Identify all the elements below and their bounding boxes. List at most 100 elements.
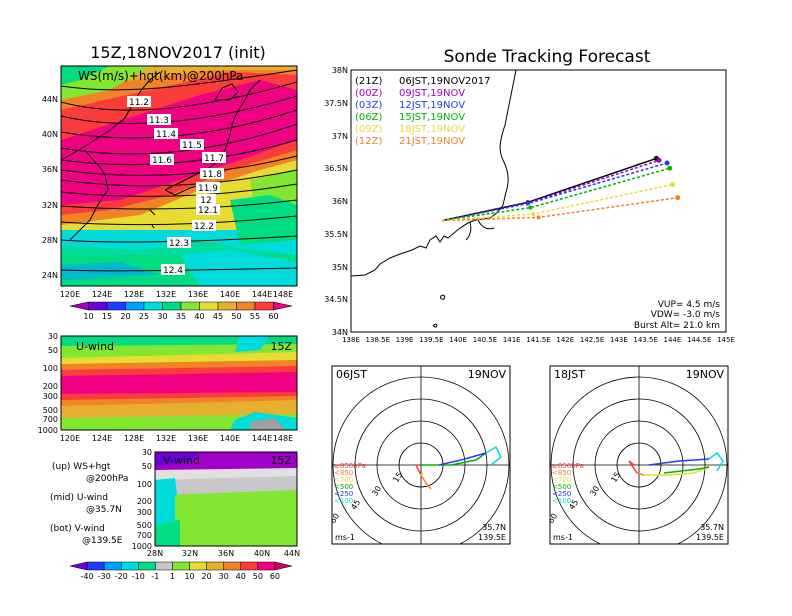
lat-label: 34N xyxy=(332,328,348,337)
contour-label: 11.2 xyxy=(129,98,149,108)
lon-label: 144E xyxy=(252,290,272,299)
lon-label: 132E xyxy=(156,434,176,443)
contour-label: 12 xyxy=(200,196,211,206)
lat-label: 35.5N xyxy=(324,230,348,239)
lat-label: 44N xyxy=(42,95,58,104)
colorbar-swatch xyxy=(162,301,182,311)
colorbar-label: 50 xyxy=(253,572,263,581)
panel-legend: (up) WS+hgt @200hPa (mid) U-wind @35.7N … xyxy=(50,462,128,546)
vdw-value: VDW= -3.0 m/s xyxy=(651,310,721,320)
lon-label: 120E xyxy=(60,434,80,443)
wind-unit: ms-1 xyxy=(553,533,573,542)
uwind-lon-labels: 120E 124E 128E 132E 136E 140E 144E 148E xyxy=(60,434,293,443)
legend-bot-b: @139.5E xyxy=(82,536,123,546)
right-title: Sonde Tracking Forecast xyxy=(444,47,651,67)
level-label: 1000 xyxy=(38,426,58,435)
level-legend: <500 xyxy=(334,483,353,491)
tracking-series xyxy=(441,155,681,222)
burst-point xyxy=(525,201,530,206)
lon-label: 148E xyxy=(273,290,293,299)
ring-label: 60 xyxy=(546,512,559,525)
legend-up-b: @200hPa xyxy=(86,474,128,484)
vup-value: VUP= 4.5 m/s xyxy=(658,300,721,310)
wind-trace xyxy=(663,466,710,474)
burst-point xyxy=(528,205,533,210)
colorbar-label: -40 xyxy=(81,572,94,581)
lat-label: 37.5N xyxy=(324,99,348,108)
wind-trace xyxy=(636,472,645,476)
tracking-lat-labels: 38N 37.5N 37N 36.5N 36N 35.5N 35N 34.5N … xyxy=(324,66,348,337)
colorbar-swatch xyxy=(69,561,88,571)
lon-label: 136E xyxy=(188,290,208,299)
lat-label: 24N xyxy=(42,271,58,280)
colorbar-swatch xyxy=(125,301,145,311)
map-lat-labels: 44N 40N 36N 32N 28N 24N xyxy=(42,95,58,280)
uwind-time: 15Z xyxy=(270,340,292,353)
legend-jst: 12JST,19NOV xyxy=(399,100,465,111)
colorbar-label: 30 xyxy=(157,312,167,321)
colorbar-label: 55 xyxy=(250,312,260,321)
colorbar-label: 40 xyxy=(194,312,204,321)
lon-label: 136E xyxy=(188,434,208,443)
lon-label: 143.5E xyxy=(633,336,657,344)
colorbar-swatch xyxy=(217,301,237,311)
ws-colorbar: 10 15 20 25 30 35 40 45 50 55 60 xyxy=(69,301,293,321)
uwind-levels: 30 50 100 200 300 500 700 1000 xyxy=(38,332,58,435)
vwind-time: 15Z xyxy=(270,454,292,467)
colorbar-swatch xyxy=(206,561,224,571)
wind-trace xyxy=(420,472,424,476)
lat-label: 40N xyxy=(42,130,58,139)
colorbar-label: 60 xyxy=(270,572,280,581)
landing-point xyxy=(675,195,681,201)
contour-label: 11.4 xyxy=(156,130,176,140)
level-label: 200 xyxy=(137,497,152,506)
level-legend: <850 xyxy=(334,469,353,477)
lon-label: 138.5E xyxy=(366,336,390,344)
lat-label: 37N xyxy=(332,132,348,141)
wind-trace xyxy=(438,452,487,466)
colorbar-swatch xyxy=(274,561,293,571)
colorbar-swatch xyxy=(223,561,242,571)
colorbar-swatch xyxy=(106,301,126,311)
lon-label: 140E xyxy=(220,434,240,443)
level-legend: <850 xyxy=(552,469,571,477)
level-legend: ≥850hPa xyxy=(334,462,366,470)
colorbar-label: 10 xyxy=(83,312,93,321)
level-legend: <250 xyxy=(334,490,353,498)
lat-label: 44N xyxy=(284,549,300,558)
level-legend: <700 xyxy=(552,476,571,484)
lat-label: 34.5N xyxy=(324,295,348,304)
colorbar-label: 20 xyxy=(202,572,212,581)
lat-label: 36N xyxy=(332,197,348,206)
hodograph-time: 06JST xyxy=(336,368,367,381)
colorbar-swatch xyxy=(257,561,276,571)
burst-point xyxy=(531,212,536,217)
hodograph-date: 19NOV xyxy=(686,368,725,381)
level-legend: ≥850hPa xyxy=(552,462,584,470)
contour-label: 11.5 xyxy=(182,141,202,151)
level-label: 500 xyxy=(43,406,58,415)
lat-label: 38N xyxy=(332,66,348,75)
legend-bot-a: (bot) V-wind xyxy=(50,524,105,534)
colorbar-swatch xyxy=(180,301,200,311)
legend-jst: 09JST,19NOV xyxy=(399,88,465,99)
left-title: 15Z,18NOV2017 (init) xyxy=(90,43,266,62)
wind-trace xyxy=(414,464,422,476)
colorbar-label: 40 xyxy=(236,572,246,581)
colorbar-swatch xyxy=(103,561,122,571)
colorbar-swatch xyxy=(172,561,190,571)
colorbar-label: -1 xyxy=(151,572,159,581)
lon-label: 144E xyxy=(252,434,272,443)
lon-label: 144.5E xyxy=(687,336,711,344)
lat-label: 28N xyxy=(42,236,58,245)
lon-label: 141.5E xyxy=(526,336,550,344)
lat-label: 35N xyxy=(332,263,348,272)
colorbar-label: 25 xyxy=(139,312,149,321)
hodograph-date: 19NOV xyxy=(468,368,507,381)
contour-label: 12.4 xyxy=(163,266,183,276)
wind-trace xyxy=(485,445,502,466)
colorbar-swatch xyxy=(143,301,163,311)
vwind-lat-labels: 28N 32N 36N 40N 44N xyxy=(147,549,300,558)
